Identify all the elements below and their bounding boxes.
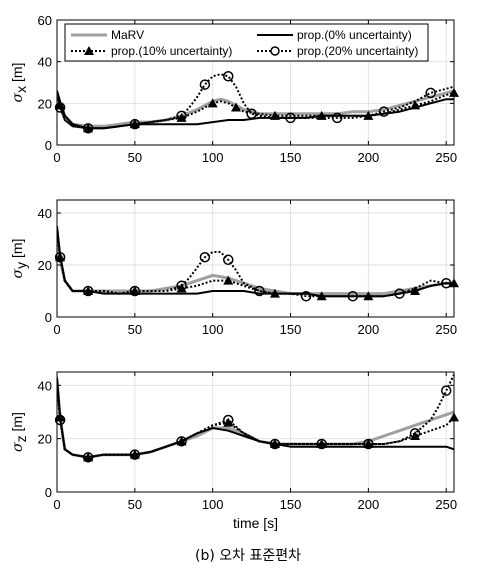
chart-panel-2: 0 50 100 150 200 250 0 20 40 σy [m] bbox=[9, 199, 459, 337]
series-point bbox=[331, 112, 343, 124]
y-tick-label: 20 bbox=[38, 258, 52, 273]
series-point bbox=[129, 285, 141, 297]
series-point bbox=[363, 438, 374, 450]
series-point bbox=[199, 79, 211, 90]
x-tick-label: 0 bbox=[53, 497, 60, 512]
x-tick-label: 250 bbox=[435, 497, 457, 512]
x-tick-label: 100 bbox=[202, 150, 224, 165]
y-tick-label: 40 bbox=[38, 55, 52, 70]
series-point bbox=[176, 436, 187, 447]
axes-frame bbox=[56, 371, 455, 493]
figure-caption: (b) 오차 표준편차 bbox=[195, 548, 301, 564]
series-line bbox=[57, 89, 454, 128]
x-tick-label: 100 bbox=[202, 497, 224, 512]
series-point bbox=[223, 254, 234, 266]
series-line bbox=[57, 225, 454, 298]
legend-entry: prop.(20% uncertainty) bbox=[297, 44, 418, 58]
x-tick-label: 50 bbox=[128, 497, 142, 512]
legend-entry: prop.(10% uncertainty) bbox=[111, 44, 232, 58]
y-tick-label: 0 bbox=[45, 485, 52, 500]
x-tick-label: 50 bbox=[128, 150, 142, 165]
series-point bbox=[378, 106, 390, 117]
x-tick-label: 200 bbox=[358, 150, 380, 165]
y-tick-label: 20 bbox=[38, 96, 52, 111]
x-tick-label: 0 bbox=[53, 322, 60, 337]
x-tick-label: 250 bbox=[435, 150, 457, 165]
series-point bbox=[223, 414, 234, 426]
y-axis-label: σy [m] bbox=[9, 239, 29, 279]
series-point bbox=[176, 280, 187, 292]
series-point bbox=[207, 98, 218, 108]
series-point bbox=[223, 71, 234, 82]
x-tick-label: 0 bbox=[53, 150, 60, 165]
plot-area bbox=[57, 372, 454, 492]
x-tick-label: 250 bbox=[435, 322, 457, 337]
legend-box bbox=[64, 23, 429, 62]
series-point bbox=[223, 275, 234, 285]
axes-frame bbox=[56, 199, 455, 318]
legend-entry: MaRV bbox=[111, 28, 144, 42]
series-point bbox=[254, 285, 265, 297]
x-tick-label: 200 bbox=[358, 322, 380, 337]
y-axis-label: σx [m] bbox=[9, 63, 29, 103]
y-axis-label: σz [m] bbox=[9, 412, 29, 452]
x-tick-label: 50 bbox=[128, 322, 142, 337]
x-tick-label: 100 bbox=[202, 322, 224, 337]
series-line bbox=[57, 377, 454, 459]
series-point bbox=[176, 110, 187, 122]
y-tick-label: 0 bbox=[45, 310, 52, 325]
series-point bbox=[231, 102, 242, 112]
series-point bbox=[300, 290, 312, 302]
series-point bbox=[199, 251, 211, 263]
legend-marker bbox=[270, 46, 280, 56]
legend: MaRV prop.(0% uncertainty) prop.(10% uncer… bbox=[64, 23, 429, 62]
y-tick-label: 60 bbox=[38, 13, 52, 28]
x-tick-label: 150 bbox=[280, 322, 302, 337]
x-tick-label: 200 bbox=[358, 497, 380, 512]
chart-panel-3: 0 50 100 150 200 250 0 20 40 σz [m] time [s] bbox=[9, 371, 459, 531]
y-tick-label: 0 bbox=[45, 138, 52, 153]
x-tick-label: 150 bbox=[280, 497, 302, 512]
series-line bbox=[57, 228, 454, 298]
chart-panel-1: 0 50 100 150 200 250 0 20 40 60 σx [m] MaRV prop.(0%… bbox=[9, 13, 459, 165]
x-tick-label: 150 bbox=[280, 150, 302, 165]
y-tick-label: 40 bbox=[38, 378, 52, 393]
series-point bbox=[425, 87, 436, 99]
legend-marker bbox=[84, 46, 94, 55]
series-line bbox=[57, 90, 454, 130]
axes-frame bbox=[56, 19, 455, 146]
plot-area bbox=[57, 200, 454, 317]
y-tick-label: 20 bbox=[38, 432, 52, 447]
series-point bbox=[409, 428, 421, 439]
x-axis-label: time [s] bbox=[233, 515, 278, 531]
series-point bbox=[316, 438, 327, 450]
y-tick-label: 40 bbox=[38, 206, 52, 221]
series-point bbox=[440, 385, 452, 396]
legend-entry: prop.(0% uncertainty) bbox=[297, 28, 412, 42]
